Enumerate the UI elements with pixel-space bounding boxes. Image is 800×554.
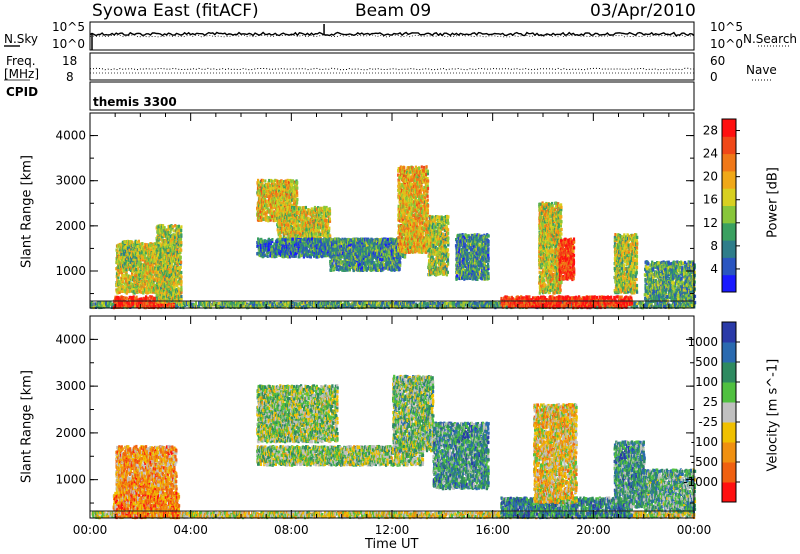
data-cell [327,306,329,309]
data-cell [271,302,273,305]
data-cell [423,304,425,307]
cpid-panel-frame [90,82,694,110]
radar-summary-plot: 1000200030004000481216202428100020003000… [0,0,800,554]
freq-line [90,68,694,69]
noise-panel-frame [90,22,694,50]
data-cell [309,301,311,304]
freq-panel-frame [90,53,694,80]
data-cell [195,301,197,304]
